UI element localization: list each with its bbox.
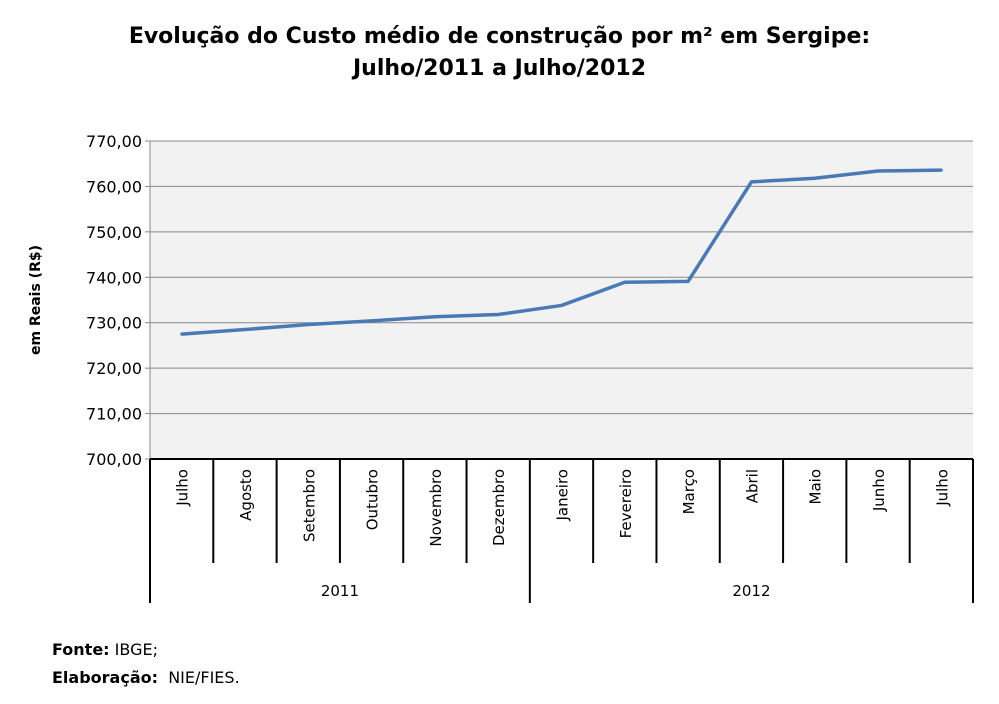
elaboration-value: NIE/FIES. xyxy=(158,668,240,687)
source-value: IBGE; xyxy=(109,640,158,659)
chart-subtitle: Julho/2011 a Julho/2012 xyxy=(352,56,647,81)
data-point xyxy=(686,279,690,283)
data-point xyxy=(876,169,880,173)
x-tick-label: Fevereiro xyxy=(617,469,635,538)
data-point xyxy=(813,176,817,180)
x-tick-label: Dezembro xyxy=(490,469,508,546)
x-tick-label: Janeiro xyxy=(554,469,572,522)
y-tick-label: 720,00 xyxy=(86,359,142,378)
data-point xyxy=(939,168,943,172)
data-point xyxy=(370,319,374,323)
plot-area xyxy=(150,141,973,459)
y-tick-label: 770,00 xyxy=(86,132,142,151)
elaboration-line: Elaboração: NIE/FIES. xyxy=(52,668,240,687)
chart-title: Evolução do Custo médio de construção po… xyxy=(128,24,871,49)
source-label: Fonte: xyxy=(52,640,110,659)
y-tick-label: 760,00 xyxy=(86,177,142,196)
y-tick-label: 700,00 xyxy=(86,450,142,469)
x-tick-label: Maio xyxy=(807,469,825,504)
year-group-label: 2011 xyxy=(321,582,359,600)
data-point xyxy=(496,313,500,317)
x-tick-label: Novembro xyxy=(427,469,445,547)
data-point xyxy=(749,180,753,184)
x-tick-label: Outubro xyxy=(364,469,382,530)
y-tick-label: 710,00 xyxy=(86,405,142,424)
data-point xyxy=(180,332,184,336)
x-tick-label: Julho xyxy=(933,469,951,507)
source-line: Fonte: IBGE; xyxy=(52,640,158,659)
x-tick-label: Setembro xyxy=(300,469,318,542)
data-point xyxy=(243,328,247,332)
data-point xyxy=(623,280,627,284)
x-tick-label: Agosto xyxy=(237,469,255,521)
x-tick-label: Março xyxy=(680,469,698,514)
year-group-label: 2012 xyxy=(732,582,770,600)
elaboration-label: Elaboração: xyxy=(52,668,159,687)
data-point xyxy=(433,315,437,319)
y-axis-label: em Reais (R$) xyxy=(28,245,44,355)
y-tick-label: 750,00 xyxy=(86,223,142,242)
x-tick-label: Julho xyxy=(174,469,192,507)
y-tick-label: 730,00 xyxy=(86,314,142,333)
data-point xyxy=(560,303,563,307)
data-point xyxy=(306,323,310,327)
y-tick-label: 740,00 xyxy=(86,268,142,287)
x-tick-label: Abril xyxy=(743,469,761,503)
x-tick-label: Junho xyxy=(870,469,888,512)
